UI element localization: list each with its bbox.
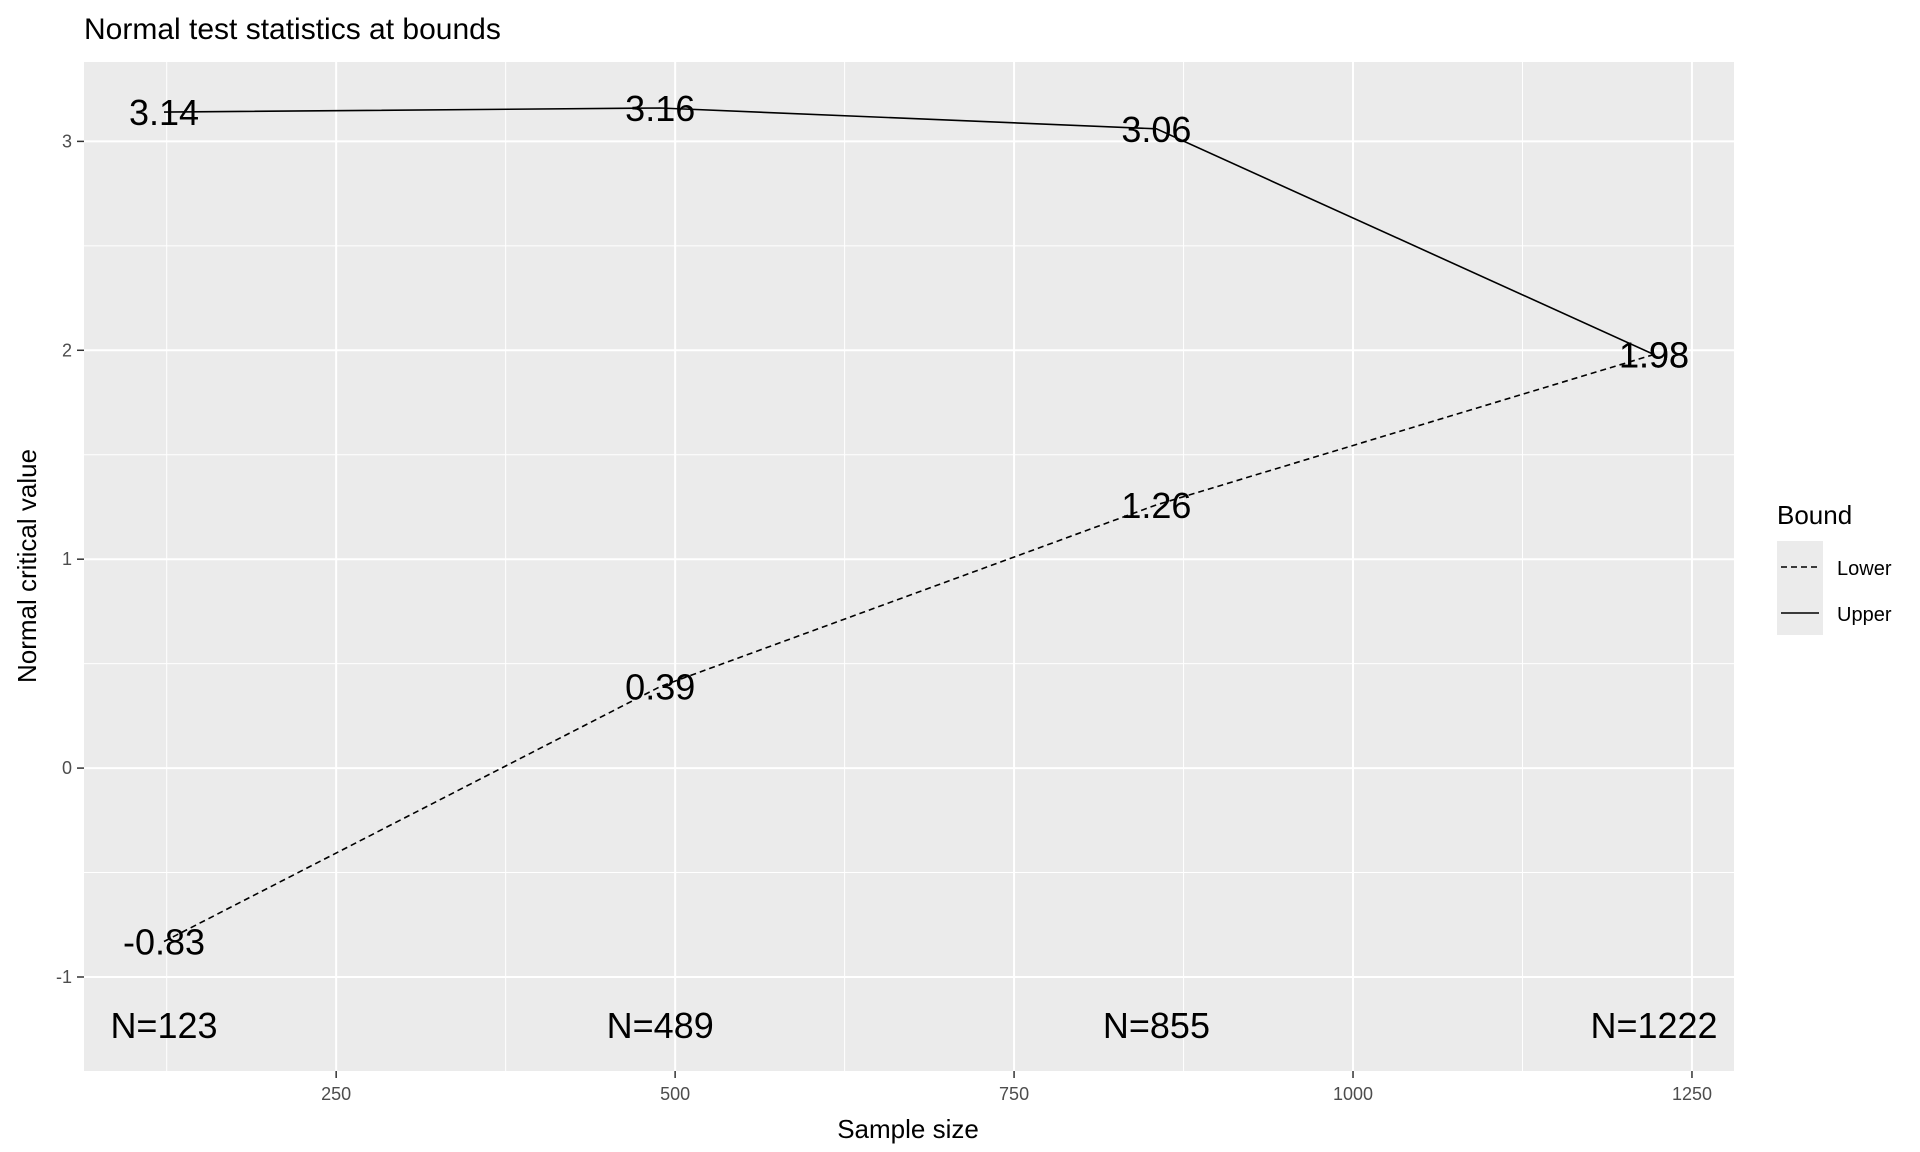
legend: Bound Lower Upper: [1777, 500, 1892, 635]
x-tick-label: 1250: [1672, 1084, 1712, 1104]
series-lines: [163, 107, 1655, 943]
y-tick-label: 0: [62, 758, 72, 778]
chart-title: Normal test statistics at bounds: [84, 13, 501, 46]
sample-size-label: N=489: [607, 1005, 714, 1046]
x-tick-label: 500: [660, 1084, 690, 1104]
data-label-upper: 3.06: [1121, 109, 1191, 150]
legend-label-lower: Lower: [1837, 558, 1892, 580]
data-label-lower: 1.98: [1619, 334, 1689, 375]
data-label-upper: 3.16: [625, 88, 695, 129]
series-line-upper: [163, 107, 1655, 356]
panel-background: [84, 62, 1734, 1071]
x-tick-label: 250: [321, 1084, 351, 1104]
data-label-lower: -0.83: [123, 921, 205, 962]
series-line-lower: [163, 353, 1655, 943]
sample-size-label: N=855: [1103, 1005, 1210, 1046]
y-tick-label: -1: [56, 967, 72, 987]
legend-title: Bound: [1777, 500, 1852, 530]
x-axis-title: Sample size: [837, 1114, 979, 1144]
data-label-upper: 1.98: [1619, 334, 1689, 375]
legend-key-background: [1777, 541, 1823, 635]
y-tick-label: 3: [62, 131, 72, 151]
sample-size-label: N=1222: [1590, 1005, 1717, 1046]
data-label-lower: 0.39: [625, 667, 695, 708]
axes: 250 500 750 1000 1250 -1 0 1 2 3: [56, 131, 1712, 1104]
data-label-lower: 1.26: [1121, 485, 1191, 526]
y-axis-title: Normal critical value: [12, 449, 42, 683]
y-tick-label: 2: [62, 340, 72, 360]
sample-size-label: N=123: [110, 1005, 217, 1046]
data-labels: -0.830.391.261.983.14 3.163.061.98N=123 N=…: [110, 88, 1717, 1046]
x-tick-label: 1000: [1333, 1084, 1373, 1104]
y-tick-label: 1: [62, 549, 72, 569]
legend-label-upper: Upper: [1837, 604, 1892, 626]
data-label-upper: 3.14: [129, 92, 199, 133]
plot-panel: [84, 62, 1734, 1071]
x-tick-label: 750: [999, 1084, 1029, 1104]
